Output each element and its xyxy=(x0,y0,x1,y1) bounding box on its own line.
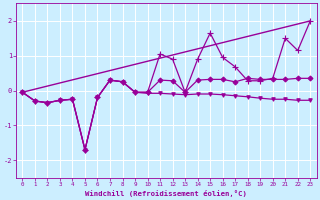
X-axis label: Windchill (Refroidissement éolien,°C): Windchill (Refroidissement éolien,°C) xyxy=(85,190,247,197)
